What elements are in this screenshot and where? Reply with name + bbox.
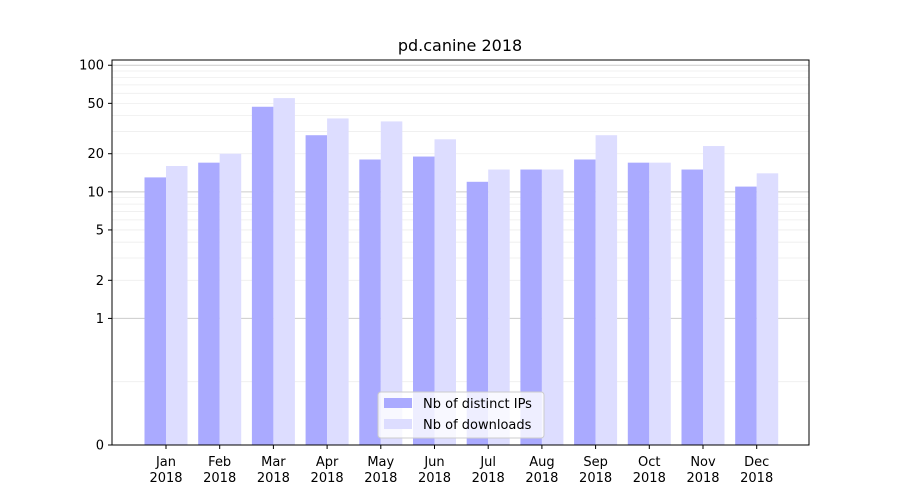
x-tick-label-sep: Sep <box>583 455 608 470</box>
x-tick-label-nov: Nov <box>690 455 716 470</box>
x-tick-year-may: 2018 <box>364 471 397 486</box>
y-tick-label-100: 100 <box>79 59 104 74</box>
bar-downloads-apr <box>327 118 349 445</box>
bar-distinct-ips-sep <box>574 159 596 445</box>
x-tick-year-jan: 2018 <box>149 471 182 486</box>
bars <box>144 98 779 446</box>
x-tick-year-nov: 2018 <box>686 471 719 486</box>
x-tick-label-aug: Aug <box>529 455 554 470</box>
x-tick-year-mar: 2018 <box>257 471 290 486</box>
x-tick-label-jun: Jun <box>423 455 444 470</box>
y-tick-label-10: 10 <box>87 185 104 200</box>
bar-downloads-sep <box>595 135 618 445</box>
x-tick-label-jul: Jul <box>479 455 496 470</box>
x-tick-year-jul: 2018 <box>472 471 505 486</box>
legend-swatch-downloads <box>384 419 412 429</box>
y-tick-label-0: 0 <box>96 439 104 454</box>
bar-distinct-ips-jan <box>144 177 166 446</box>
x-tick-label-dec: Dec <box>744 455 769 470</box>
bar-distinct-ips-apr <box>305 135 328 445</box>
bar-downloads-feb <box>219 153 242 446</box>
y-tick-label-50: 50 <box>87 97 104 112</box>
bar-downloads-jun <box>434 139 456 445</box>
bar-downloads-mar <box>273 98 295 445</box>
bar-distinct-ips-dec <box>735 186 757 446</box>
x-tick-year-sep: 2018 <box>579 471 612 486</box>
plot-frame <box>111 59 810 446</box>
legend-box <box>377 391 545 439</box>
axes: Jan2018Feb2018Mar2018Apr2018May2018Jun20… <box>79 59 773 486</box>
y-tick-label-1: 1 <box>96 312 104 327</box>
bar-distinct-ips-jul <box>466 181 489 445</box>
bar-downloads-jan <box>166 165 188 446</box>
legend: Nb of distinct IPs Nb of downloads <box>377 391 545 439</box>
y-tick-label-20: 20 <box>87 147 104 162</box>
x-tick-label-jan: Jan <box>155 455 176 470</box>
x-tick-year-jun: 2018 <box>418 471 451 486</box>
x-tick-label-may: May <box>367 455 394 470</box>
bar-distinct-ips-aug <box>520 169 542 445</box>
x-tick-year-apr: 2018 <box>311 471 344 486</box>
x-tick-year-feb: 2018 <box>203 471 236 486</box>
bar-distinct-ips-feb <box>198 162 220 445</box>
bar-distinct-ips-oct <box>627 162 650 445</box>
x-tick-label-mar: Mar <box>261 455 286 470</box>
bar-distinct-ips-nov <box>681 169 703 445</box>
bar-downloads-nov <box>703 146 725 445</box>
bar-distinct-ips-may <box>359 159 381 445</box>
y-tick-label-2: 2 <box>96 274 104 289</box>
legend-swatch-distinct-ips <box>384 398 412 408</box>
bar-downloads-dec <box>756 173 779 445</box>
bar-distinct-ips-jun <box>413 156 435 446</box>
legend-label-downloads: Nb of downloads <box>423 418 532 433</box>
bar-downloads-oct <box>649 162 671 445</box>
x-tick-label-oct: Oct <box>638 455 660 470</box>
x-tick-label-apr: Apr <box>316 455 339 470</box>
x-tick-year-oct: 2018 <box>633 471 666 486</box>
bar-downloads-aug <box>541 169 564 445</box>
x-tick-year-aug: 2018 <box>525 471 558 486</box>
x-tick-label-feb: Feb <box>208 455 231 470</box>
legend-label-distinct-ips: Nb of distinct IPs <box>423 397 532 412</box>
bar-downloads-jul <box>488 169 510 445</box>
x-tick-year-dec: 2018 <box>740 471 773 486</box>
bar-distinct-ips-mar <box>251 106 274 445</box>
y-tick-label-5: 5 <box>96 223 104 238</box>
chart-title: pd.canine 2018 <box>398 36 522 55</box>
bar-downloads-may <box>380 121 403 445</box>
